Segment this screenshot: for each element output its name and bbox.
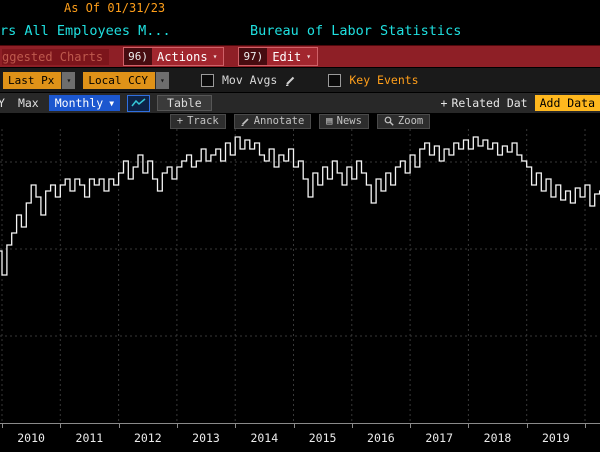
magnifier-icon [384,116,394,126]
axis-tick [351,424,353,428]
frequency-select[interactable]: Monthly ▼ [48,95,121,111]
related-data-button[interactable]: + Related Dat [441,96,528,110]
chevron-down-icon: ▼ [109,98,115,108]
as-of-date: As Of 01/31/23 [64,1,166,15]
security-title: rs All Employees M... [0,23,171,39]
actions-label: Actions [157,49,208,64]
chevron-down-icon: ▾ [306,52,312,61]
line-chart-icon [131,98,146,107]
related-data-label: Related Dat [451,96,528,110]
axis-tick [293,424,295,428]
price-field-value: Last Px [3,71,62,89]
data-source-label: Bureau of Labor Statistics [250,23,462,39]
axis-tick [585,424,586,428]
year-label: 2012 [133,431,162,445]
axis-tick [118,424,120,428]
year-label: 2016 [367,431,395,445]
axis-tick [235,424,237,428]
year-label: 2019 [541,431,570,445]
chevron-down-icon: ▾ [212,52,218,61]
key-events-label: Key Events [349,73,419,87]
zoom-button[interactable]: Zoom [376,113,431,129]
key-events-checkbox[interactable] [328,73,342,87]
year-label: 2011 [75,431,104,445]
year-label: 2014 [250,431,279,445]
axis-tick [526,424,528,428]
news-button[interactable]: ▤ News [319,113,369,129]
chart-plot-area[interactable] [0,129,600,423]
year-label: 2018 [483,431,512,445]
title-row: rs All Employees M... Bureau of Labor St… [0,17,600,45]
axis-tick [60,424,62,428]
currency-select[interactable]: Local CCY ▾ [83,71,169,89]
edit-shortcut-key: 97) [239,48,268,65]
pencil-icon[interactable] [285,75,296,86]
axis-tick [410,424,412,428]
chart-options-toolbar: Last Px ▾ Local CCY ▾ Mov Avgs Key Event… [0,67,600,92]
year-label: 2015 [308,431,337,445]
annotate-button[interactable]: Annotate [233,113,312,129]
plus-icon: + [176,115,184,127]
frequency-value: Monthly [54,96,104,110]
chart-tools-row: + Track Annotate ▤ News Zoom [0,113,600,129]
axis-tick [468,424,470,428]
chart-controls-toolbar: Y Max Monthly ▼ Table + Related Dat Add … [0,92,600,113]
pencil-icon [241,117,249,126]
add-data-button[interactable]: Add Data [534,95,600,111]
table-button[interactable]: Table [157,95,212,111]
period-button-truncated[interactable]: Y [0,96,5,110]
price-field-select[interactable]: Last Px ▾ [3,71,76,89]
axis-tick [176,424,178,428]
as-of-row: As Of 01/31/23 [0,0,600,17]
news-icon: ▤ [326,115,333,127]
actions-shortcut-key: 96) [124,48,153,65]
chart-type-button[interactable] [127,94,151,112]
suggested-charts-button[interactable]: ggested Charts [2,48,110,65]
year-label: 2013 [192,431,220,445]
chevron-down-icon[interactable]: ▾ [61,71,76,89]
track-button[interactable]: + Track [169,113,226,129]
edit-menu-button[interactable]: 97) Edit ▾ [238,47,319,66]
axis-tick [2,424,3,428]
mov-avgs-label: Mov Avgs [221,73,278,87]
currency-value: Local CCY [83,71,155,89]
period-button-max[interactable]: Max [17,96,39,110]
menu-bar: ggested Charts 96) Actions ▾ 97) Edit ▾ [0,45,600,67]
mov-avgs-checkbox[interactable] [200,73,214,87]
edit-label: Edit [272,49,302,64]
year-label: 2017 [425,431,454,445]
year-label: 2010 [17,431,45,445]
price-chart-svg [0,129,600,423]
x-axis: 2010 2011 2012 2013 2014 2015 2016 2017 2018 2019 [0,423,600,452]
actions-menu-button[interactable]: 96) Actions ▾ [123,47,225,66]
header: As Of 01/31/23 rs All Employees M... Bur… [0,0,600,45]
plus-icon: + [440,96,448,110]
chevron-down-icon[interactable]: ▾ [154,71,169,89]
